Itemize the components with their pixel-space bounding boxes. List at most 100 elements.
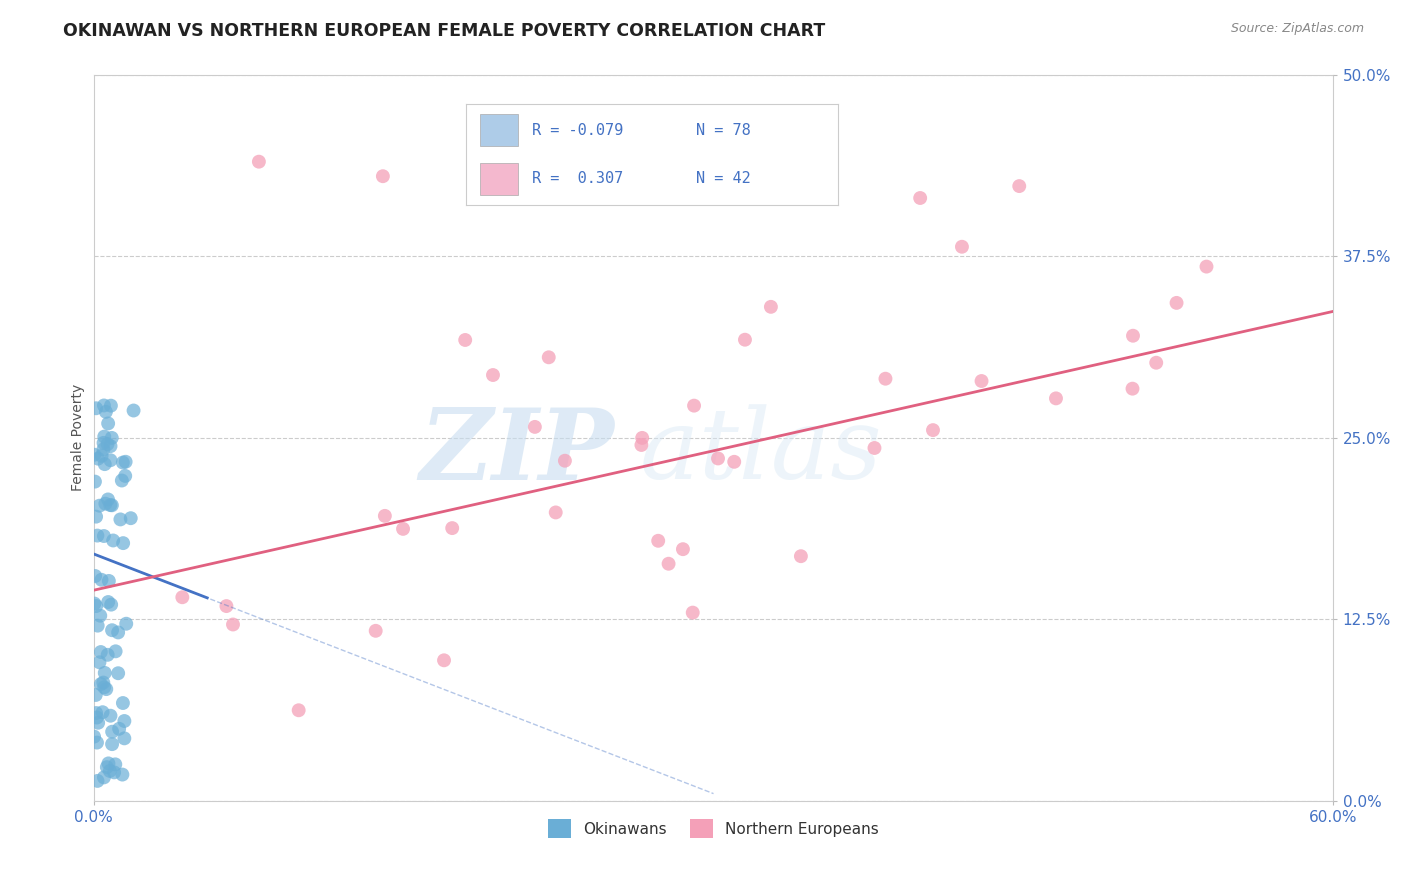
Point	[91, 705, 114, 719]
Point	[723, 455, 745, 469]
Point	[108, 722, 131, 736]
Point	[107, 625, 129, 640]
Point	[101, 724, 124, 739]
Point	[631, 431, 654, 445]
Point	[87, 715, 110, 730]
Point	[863, 441, 886, 455]
Point	[441, 521, 464, 535]
Point	[86, 618, 108, 632]
Point	[104, 644, 127, 658]
Point	[759, 300, 782, 314]
Point	[110, 512, 132, 526]
Point	[94, 405, 117, 419]
Point	[84, 599, 107, 613]
Point	[1122, 328, 1144, 343]
Point	[97, 648, 120, 662]
Point	[86, 773, 108, 788]
Point	[364, 624, 387, 638]
Point	[100, 399, 122, 413]
Point	[100, 708, 122, 723]
Text: ZIP: ZIP	[419, 404, 614, 500]
Point	[392, 522, 415, 536]
Point	[90, 573, 112, 587]
Point	[172, 591, 194, 605]
Text: OKINAWAN VS NORTHERN EUROPEAN FEMALE POVERTY CORRELATION CHART: OKINAWAN VS NORTHERN EUROPEAN FEMALE POV…	[63, 22, 825, 40]
Point	[523, 420, 546, 434]
Point	[89, 608, 111, 623]
Point	[374, 508, 396, 523]
Point	[96, 682, 118, 697]
Point	[84, 688, 107, 702]
Text: Source: ZipAtlas.com: Source: ZipAtlas.com	[1230, 22, 1364, 36]
Point	[970, 374, 993, 388]
Point	[90, 645, 112, 659]
Point	[707, 451, 730, 466]
Point	[97, 417, 120, 431]
Point	[100, 439, 122, 453]
Point	[371, 169, 394, 184]
Point	[101, 498, 124, 512]
Point	[111, 696, 134, 710]
Point	[247, 154, 270, 169]
Point	[93, 399, 115, 413]
Point	[100, 453, 122, 467]
Point	[114, 469, 136, 483]
Point	[89, 655, 111, 669]
Point	[287, 703, 309, 717]
Point	[112, 536, 135, 550]
Point	[683, 399, 706, 413]
Point	[97, 574, 120, 588]
Point	[922, 423, 945, 437]
Point	[114, 455, 136, 469]
Point	[630, 438, 652, 452]
Point	[84, 569, 107, 583]
Point	[91, 675, 114, 690]
Point	[100, 431, 122, 445]
Point	[89, 499, 111, 513]
Legend: Okinawans, Northern Europeans: Okinawans, Northern Europeans	[543, 814, 884, 844]
Point	[1045, 392, 1067, 406]
Point	[83, 448, 105, 462]
Point	[86, 528, 108, 542]
Point	[111, 474, 134, 488]
Point	[98, 764, 121, 778]
Point	[950, 240, 973, 254]
Point	[86, 710, 108, 724]
Point	[672, 542, 695, 557]
Point	[84, 401, 107, 416]
Point	[87, 451, 110, 466]
Point	[83, 597, 105, 611]
Point	[544, 505, 567, 519]
Point	[98, 498, 121, 512]
Point	[682, 606, 704, 620]
Point	[97, 492, 120, 507]
Point	[93, 680, 115, 694]
Point	[537, 351, 560, 365]
Point	[115, 616, 138, 631]
Point	[94, 665, 117, 680]
Text: atlas: atlas	[640, 405, 882, 500]
Point	[433, 653, 456, 667]
Point	[84, 475, 107, 489]
Point	[101, 737, 124, 751]
Point	[100, 598, 122, 612]
Point	[215, 599, 238, 613]
Point	[83, 730, 105, 744]
Point	[790, 549, 813, 564]
Point	[93, 529, 115, 543]
Point	[112, 714, 135, 728]
Point	[93, 771, 115, 785]
Point	[482, 368, 505, 382]
Y-axis label: Female Poverty: Female Poverty	[72, 384, 86, 491]
Point	[658, 557, 681, 571]
Point	[1166, 296, 1188, 310]
Point	[908, 191, 931, 205]
Point	[90, 449, 112, 463]
Point	[104, 757, 127, 772]
Point	[120, 511, 142, 525]
Point	[84, 509, 107, 524]
Point	[107, 666, 129, 681]
Point	[93, 442, 115, 457]
Point	[97, 595, 120, 609]
Point	[93, 429, 115, 443]
